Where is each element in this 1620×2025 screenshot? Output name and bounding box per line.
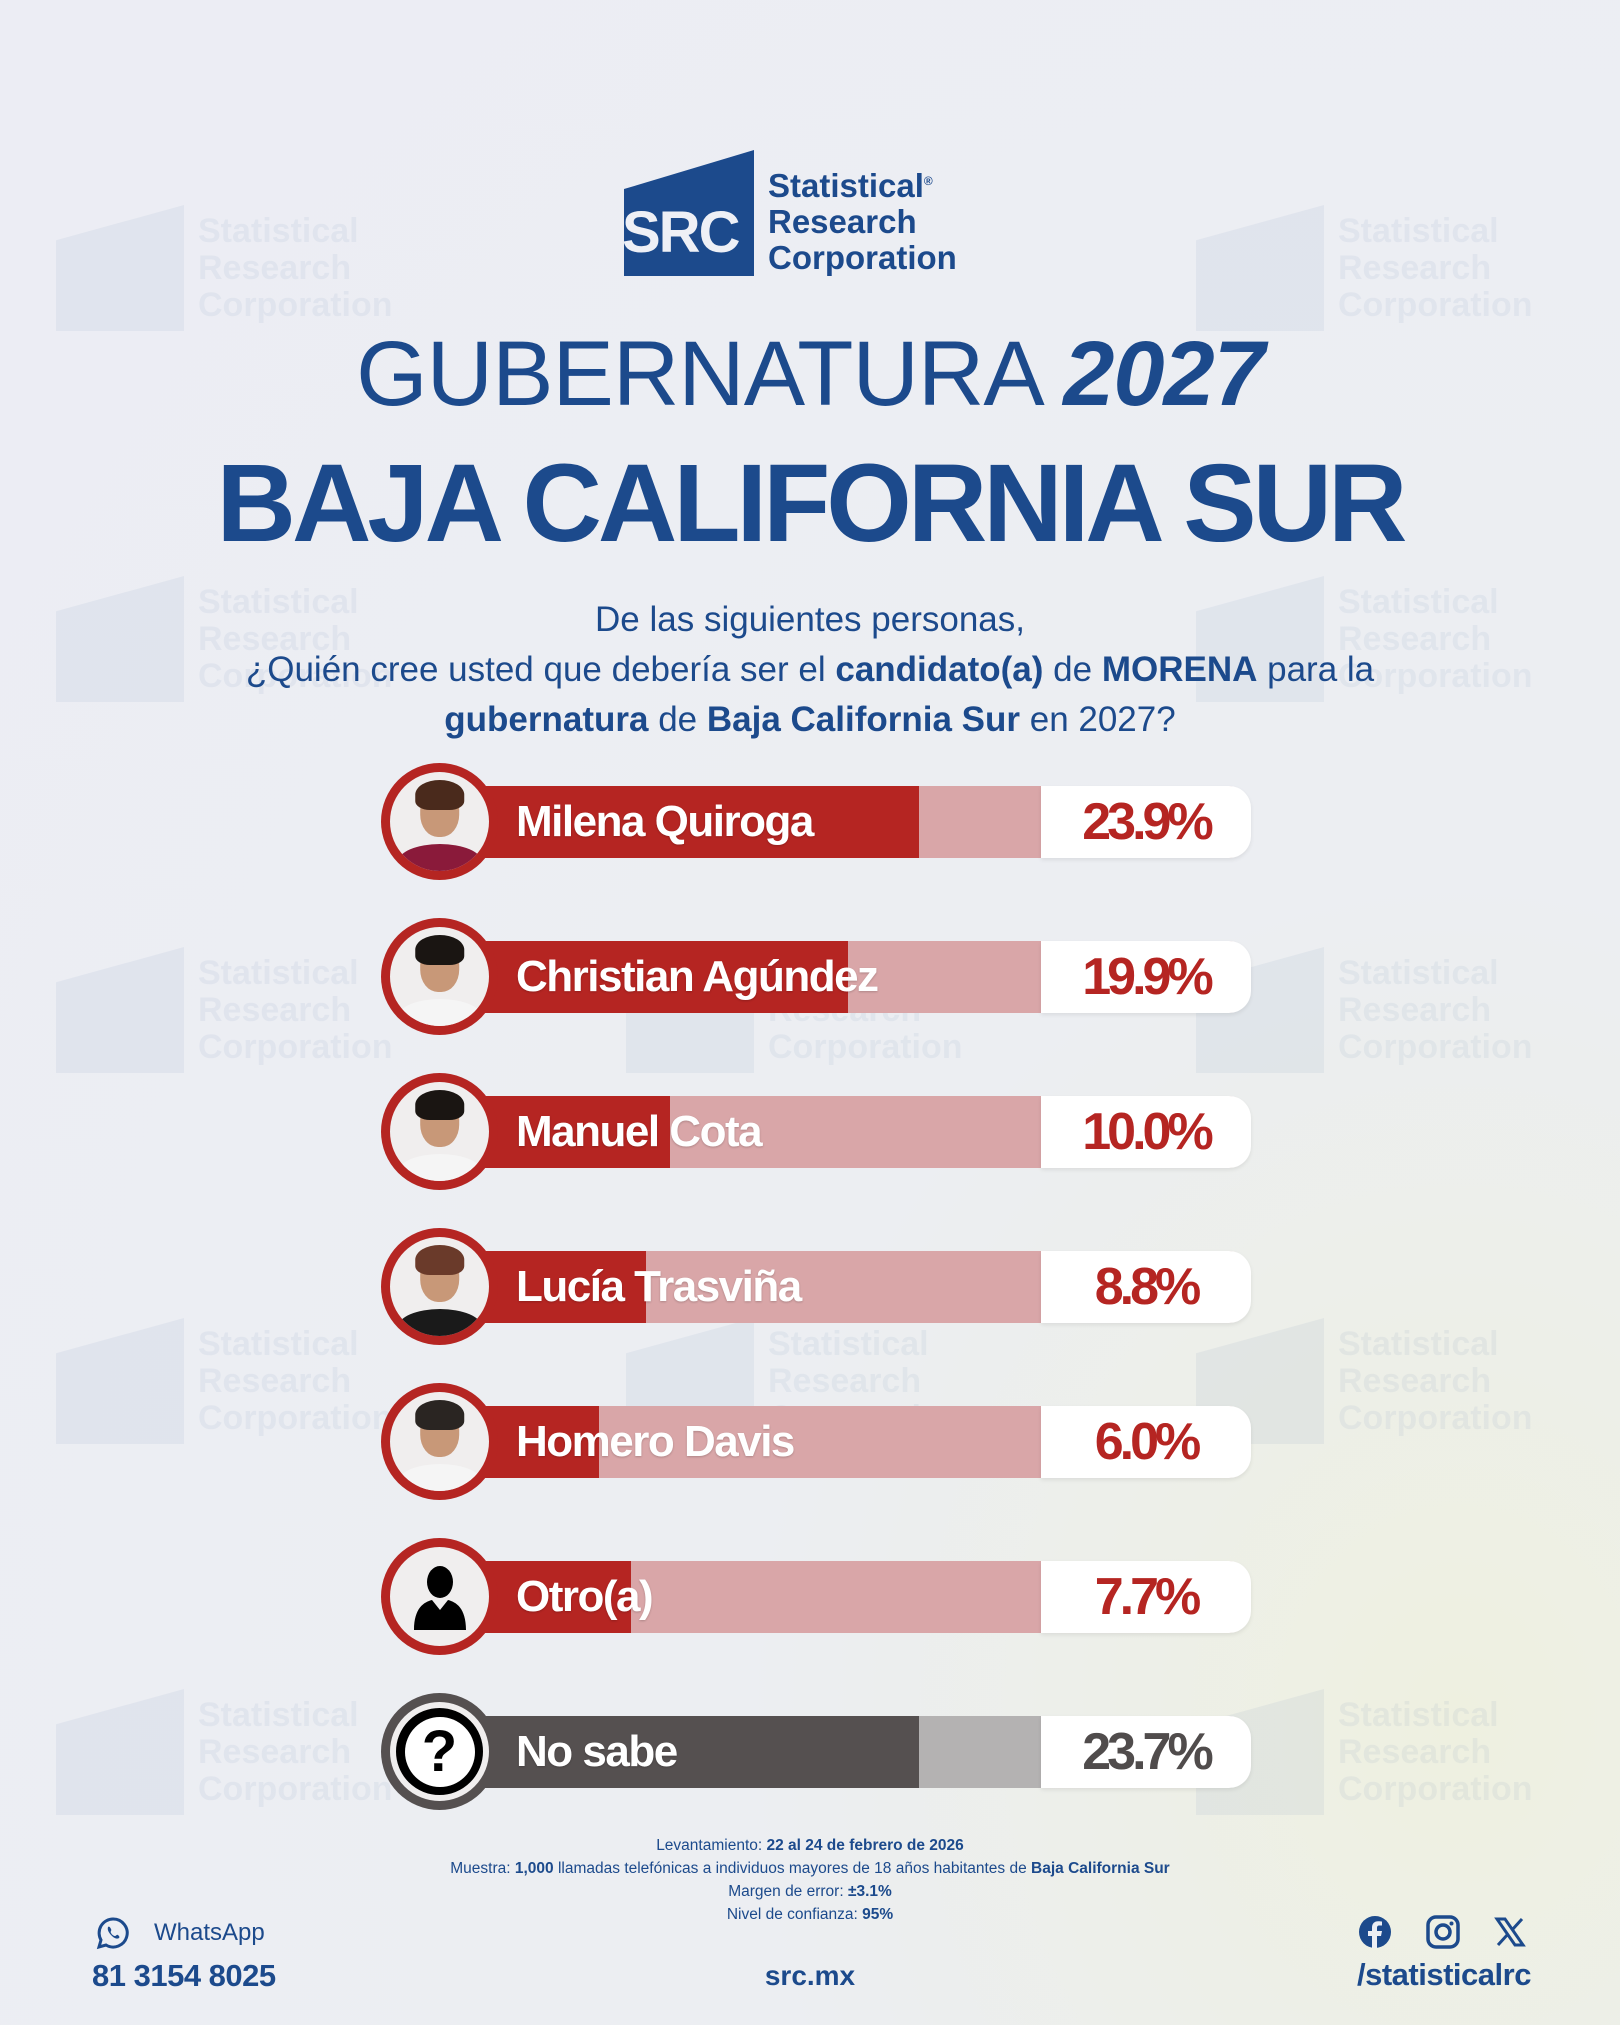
bar-fill	[461, 1716, 919, 1788]
bar-value: 10.0%	[1041, 1096, 1251, 1168]
avatar	[381, 1228, 498, 1345]
social-icons	[1358, 1915, 1526, 1949]
photo-christian-agundez	[390, 927, 489, 1026]
facebook-icon[interactable]	[1358, 1915, 1392, 1949]
methodology-note: Levantamiento: 22 al 24 de febrero de 20…	[450, 1837, 1170, 1923]
bar-row: 6.0% Homero Davis	[381, 1383, 1251, 1538]
instagram-icon[interactable]	[1426, 1915, 1460, 1949]
person-icon	[390, 1547, 489, 1646]
bar-chart: 23.9% Milena Quiroga 19.9% Christian Agú…	[381, 763, 1251, 1848]
question-mark-icon: ?	[390, 1702, 489, 1801]
logo-wordmark: Statistical® Research Corporation	[768, 167, 957, 276]
page-title: GUBERNATURA 2027	[356, 323, 1265, 425]
bar-value: 8.8%	[1041, 1251, 1251, 1323]
photo-lucia-trasvina	[390, 1237, 489, 1336]
bar-row: 23.9% Milena Quiroga	[381, 763, 1251, 918]
page-subtitle: BAJA CALIFORNIA SUR	[216, 442, 1408, 565]
bar-value: 6.0%	[1041, 1406, 1251, 1478]
bar-row: 23.7% ? No sabe	[381, 1693, 1251, 1848]
avatar: ?	[381, 1693, 498, 1810]
whatsapp-contact[interactable]: WhatsApp	[96, 1916, 265, 1950]
social-handle[interactable]: /statisticalrc	[1357, 1957, 1531, 1992]
bar-fill	[461, 941, 848, 1013]
bar-label: No sabe	[516, 1727, 678, 1776]
bar-row: 8.8% Lucía Trasviña	[381, 1228, 1251, 1383]
bar-value: 19.9%	[1041, 941, 1251, 1013]
bar-label: Christian Agúndez	[516, 952, 879, 1001]
bar-fill	[461, 786, 919, 858]
logo-mark: SRC	[624, 150, 754, 276]
bar-label: Otro(a)	[516, 1572, 654, 1621]
x-icon[interactable]	[1494, 1916, 1526, 1948]
avatar	[381, 763, 498, 880]
avatar	[381, 1073, 498, 1190]
survey-question: De las siguientes personas, ¿Quién cree …	[245, 600, 1375, 739]
bar-row: 10.0% Manuel Cota	[381, 1073, 1251, 1228]
bar-label: Milena Quiroga	[516, 797, 814, 846]
whatsapp-icon	[96, 1917, 129, 1950]
bar-label: Lucía Trasviña	[516, 1262, 802, 1311]
src-logo: SRC Statistical® Research Corporation	[624, 150, 957, 276]
photo-milena-quiroga	[390, 772, 489, 871]
website-link[interactable]: src.mx	[764, 1960, 856, 1991]
avatar	[381, 918, 498, 1035]
bar-label: Homero Davis	[516, 1417, 795, 1466]
photo-homero-davis	[390, 1392, 489, 1491]
photo-manuel-cota	[390, 1082, 489, 1181]
avatar	[381, 1383, 498, 1500]
bar-value: 23.7%	[1041, 1716, 1251, 1788]
phone-number[interactable]: 81 3154 8025	[92, 1958, 276, 1993]
bar-label: Manuel Cota	[516, 1107, 763, 1156]
avatar	[381, 1538, 498, 1655]
bar-row: 19.9% Christian Agúndez	[381, 918, 1251, 1073]
bar-row: 7.7% Otro(a)	[381, 1538, 1251, 1693]
bar-value: 23.9%	[1041, 786, 1251, 858]
bar-value: 7.7%	[1041, 1561, 1251, 1633]
